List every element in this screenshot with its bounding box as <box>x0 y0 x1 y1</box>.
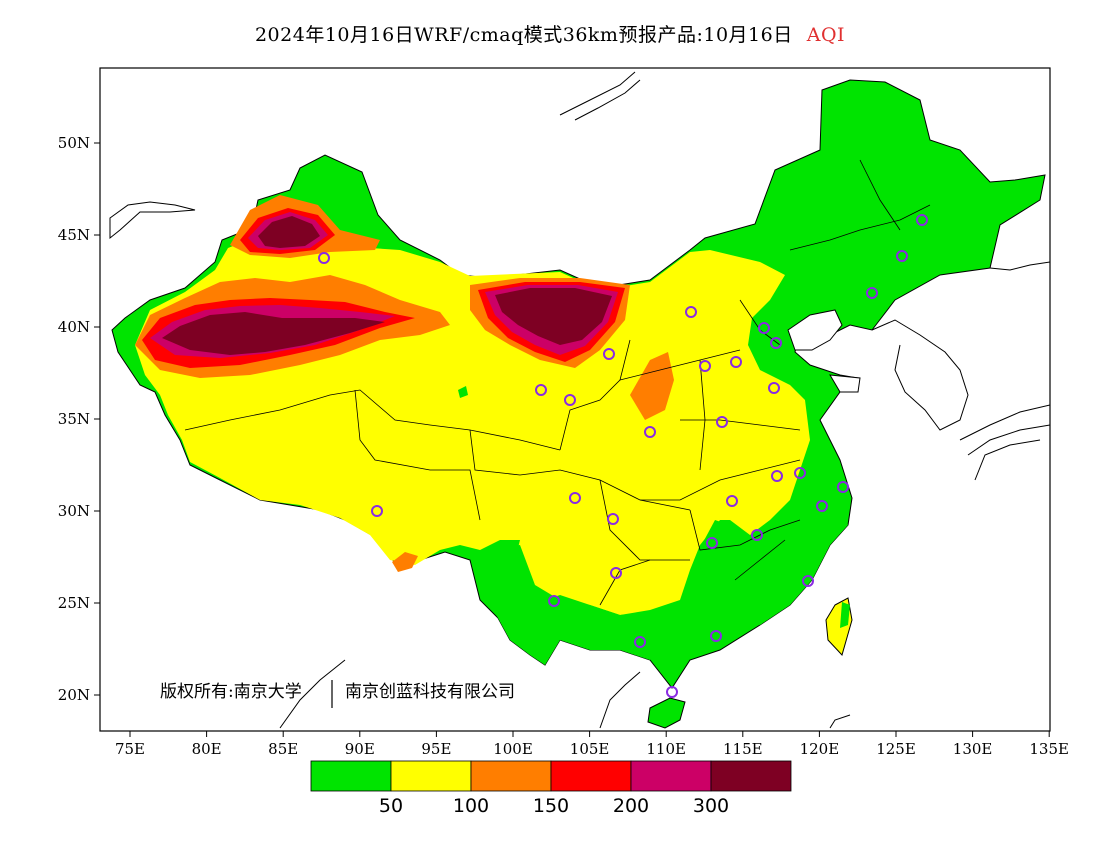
colorbar-segment <box>470 760 552 792</box>
lat-tick-label: 50N <box>58 134 90 152</box>
title-variable: AQI <box>806 24 846 46</box>
latitude-axis: 50N 45N 40N 35N 30N 25N 20N <box>58 134 100 704</box>
lon-tick-label: 130E <box>953 740 993 758</box>
station-marker <box>771 470 783 482</box>
lat-tick-label: 25N <box>58 594 90 612</box>
lon-tick-label: 95E <box>421 740 451 758</box>
map-content <box>109 71 1050 729</box>
station-marker <box>730 356 742 368</box>
title-text: 2024年10月16日WRF/cmaq模式36km预报产品:10月16日 <box>254 24 793 46</box>
hazardous-zone-tarim <box>162 312 385 355</box>
map-frame <box>99 67 1051 732</box>
lat-tick-label: 20N <box>58 686 90 704</box>
copyright-text: 版权所有:南京大学 <box>160 682 302 702</box>
station-marker <box>794 467 806 479</box>
lon-tick-label: 120E <box>800 740 840 758</box>
good-zone-yunnan <box>485 545 665 665</box>
station-marker <box>706 537 718 549</box>
station-marker <box>837 481 849 493</box>
good-zone-tibet-spots <box>458 386 468 398</box>
colorbar-segment <box>390 760 472 792</box>
lon-tick-label: 85E <box>268 740 298 758</box>
aqi-colorbar: 50 100 150 200 300 <box>310 760 792 817</box>
colorbar-label: 150 <box>533 795 569 817</box>
colorbar-label: 300 <box>693 795 729 817</box>
station-marker <box>866 287 878 299</box>
longitude-axis: 75E 80E 85E 90E 95E 100E 105E 110E 115E 120E 125E 1… <box>115 731 1069 758</box>
colorbar-segment <box>710 760 792 792</box>
hazardous-zone-gobi <box>495 288 612 345</box>
bohai-sea <box>787 309 843 351</box>
station-marker <box>318 252 330 264</box>
lat-tick-label: 35N <box>58 410 90 428</box>
station-marker <box>634 636 646 648</box>
station-marker <box>569 492 581 504</box>
hazardous-zone-junggar <box>258 216 320 248</box>
station-marker <box>603 348 615 360</box>
station-marker <box>758 322 770 334</box>
station-marker <box>666 686 678 698</box>
map-title: 2024年10月16日WRF/cmaq模式36km预报产品:10月16日 AQI <box>0 20 1100 47</box>
colorbar-label: 100 <box>453 795 489 817</box>
lon-tick-label: 105E <box>570 740 610 758</box>
station-marker <box>816 500 828 512</box>
colorbar-segment <box>550 760 632 792</box>
lat-tick-label: 45N <box>58 226 90 244</box>
colorbar-segment <box>630 760 712 792</box>
colorbar-segment <box>310 760 392 792</box>
provincial-borders <box>184 159 931 606</box>
station-marker <box>916 214 928 226</box>
station-marker <box>548 595 560 607</box>
colorbar-label: 200 <box>613 795 649 817</box>
station-marker <box>685 306 697 318</box>
hainan <box>647 697 686 729</box>
lat-tick-label: 30N <box>58 502 90 520</box>
lon-tick-label: 135E <box>1029 740 1069 758</box>
good-zone-southeast <box>698 470 848 625</box>
station-marker <box>726 495 738 507</box>
lon-tick-label: 110E <box>646 740 686 758</box>
station-marker <box>896 250 908 262</box>
company-text: 南京创蓝科技有限公司 <box>345 682 515 702</box>
lat-tick-label: 40N <box>58 318 90 336</box>
station-marker <box>768 382 780 394</box>
lon-tick-label: 125E <box>876 740 916 758</box>
station-marker <box>607 513 619 525</box>
lon-tick-label: 90E <box>345 740 375 758</box>
station-marker <box>770 337 782 349</box>
station-marker <box>564 394 576 406</box>
station-marker <box>802 575 814 587</box>
sensitive-zone-tibet-south <box>392 552 418 572</box>
lon-tick-label: 80E <box>192 740 222 758</box>
station-marker <box>710 630 722 642</box>
station-marker <box>610 567 622 579</box>
station-marker <box>371 505 383 517</box>
lon-tick-label: 100E <box>493 740 533 758</box>
lon-tick-label: 115E <box>723 740 763 758</box>
station-marker <box>699 360 711 372</box>
station-marker <box>644 426 656 438</box>
colorbar-label: 50 <box>379 795 403 817</box>
station-marker <box>535 384 547 396</box>
lon-tick-label: 75E <box>115 740 145 758</box>
neighbor-coastlines <box>109 71 1050 729</box>
station-marker <box>751 529 763 541</box>
station-markers <box>318 214 928 698</box>
station-marker <box>716 416 728 428</box>
